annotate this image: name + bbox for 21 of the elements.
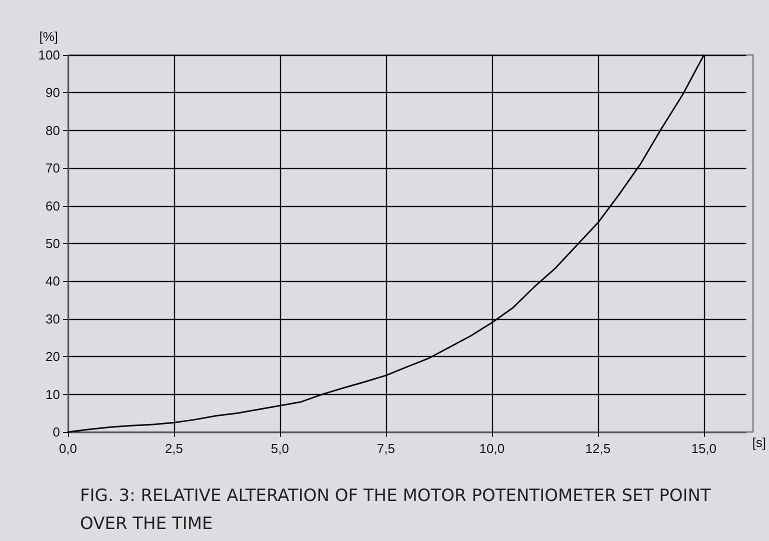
y-tick-label: 40 <box>46 274 60 289</box>
y-tick-label: 100 <box>38 48 60 62</box>
y-tick-label: 20 <box>46 349 60 364</box>
y-tick-label: 70 <box>46 160 60 176</box>
x-tick-label: 15,0 <box>691 441 717 456</box>
y-tick-label: 10 <box>46 386 60 402</box>
x-tick-label: 10,0 <box>479 441 505 456</box>
y-tick-label: 90 <box>46 85 60 100</box>
x-tick-label: 12,5 <box>585 441 611 456</box>
x-tick-label: 2,5 <box>164 441 184 456</box>
x-axis-title: [s] <box>752 435 766 450</box>
x-tick-label: 0,0 <box>58 441 78 456</box>
y-tick-label: 50 <box>46 236 60 251</box>
y-tick-label: 30 <box>46 311 60 326</box>
x-tick-label: 7,5 <box>376 441 395 456</box>
y-tick-label: 0 <box>52 424 60 440</box>
y-axis-title: [%] <box>39 29 58 44</box>
y-tick-label: 60 <box>46 198 60 214</box>
caption: FIG. 3: RELATIVE ALTERATION OF THE MOTOR POTENTIOMETER SET POINT OVER THE TIME <box>80 486 716 534</box>
x-tick-label: 5,0 <box>270 441 289 456</box>
y-tick-label: 80 <box>46 122 60 138</box>
